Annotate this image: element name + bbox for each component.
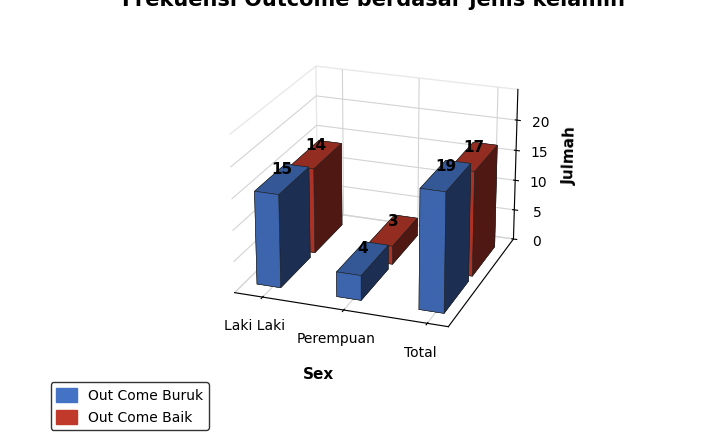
Legend: Out Come Buruk, Out Come Baik: Out Come Buruk, Out Come Baik [51, 383, 208, 430]
X-axis label: Sex: Sex [303, 367, 334, 382]
Title: Frekuensi Outcome berdasar jenis kelamin: Frekuensi Outcome berdasar jenis kelamin [123, 0, 625, 10]
